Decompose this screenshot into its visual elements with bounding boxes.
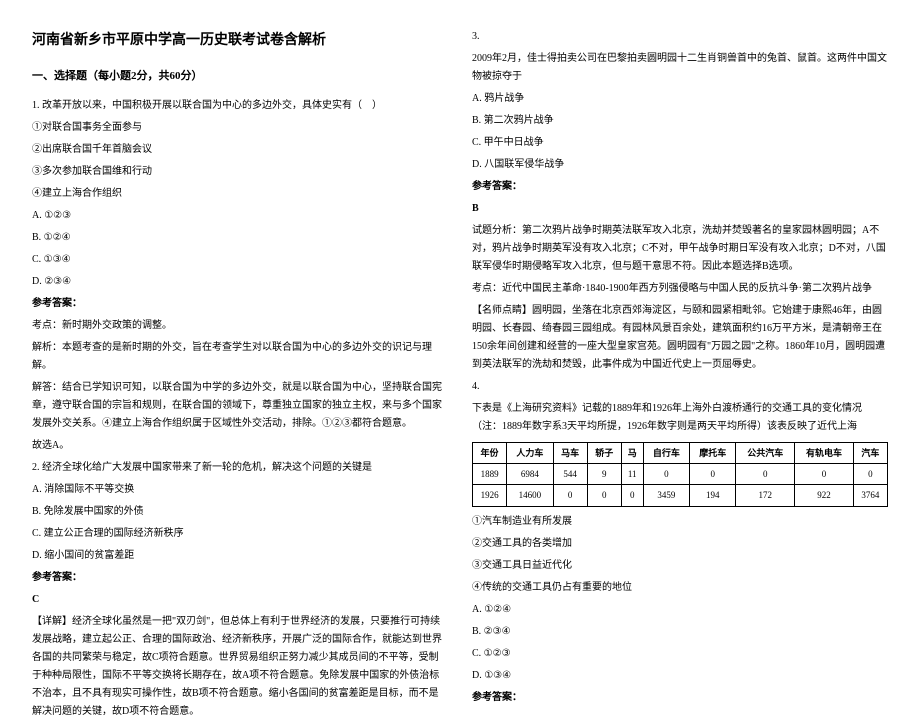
table-cell: 9 [587, 464, 621, 485]
q1-jiexi: 解析：本题考查的是新时期的外交，旨在考查学生对以联合国为中心的多边外交的识记与理… [32, 339, 448, 375]
q3-choice-a: A. 鸦片战争 [472, 90, 888, 108]
table-cell: 0 [853, 464, 887, 485]
q3-kaodian: 考点：近代中国民主革命·1840-1900年西方列强侵略与中国人民的反抗斗争·第… [472, 280, 888, 298]
table-header: 轿子 [587, 443, 621, 464]
table-header: 自行车 [643, 443, 689, 464]
answer-label: 参考答案： [472, 178, 888, 196]
section-heading: 一、选择题（每小题2分，共60分） [32, 67, 448, 87]
table-header: 有轨电车 [795, 443, 854, 464]
table-cell: 0 [690, 464, 736, 485]
table-cell: 0 [553, 485, 587, 506]
q1-choice-c: C. ①③④ [32, 251, 448, 269]
q4-stem: 下表是《上海研究资料》记载的1889年和1926年上海外白渡桥通行的交通工具的变… [472, 400, 888, 436]
q2-choice-b: B. 免除发展中国家的外债 [32, 503, 448, 521]
q2-choice-a: A. 消除国际不平等交换 [32, 481, 448, 499]
doc-title: 河南省新乡市平原中学高一历史联考试卷含解析 [32, 28, 448, 53]
q3-dianjing: 【名师点睛】圆明园，坐落在北京西郊海淀区，与颐和园紧相毗邻。它始建于康熙46年，… [472, 302, 888, 374]
q3-num: 3. [472, 28, 888, 46]
table-cell: 3764 [853, 485, 887, 506]
q3-choice-d: D. 八国联军侵华战争 [472, 156, 888, 174]
table-cell: 194 [690, 485, 736, 506]
table-cell: 0 [621, 485, 643, 506]
q4-choice-b: B. ②③④ [472, 623, 888, 641]
table-row: 1889698454491100000 [473, 464, 888, 485]
q2-choice-d: D. 缩小国间的贫富差距 [32, 547, 448, 565]
q1-choice-b: B. ①②④ [32, 229, 448, 247]
q4-opt2: ②交通工具的各类增加 [472, 535, 888, 553]
q4-table: 年份人力车马车轿子马自行车摩托车公共汽车有轨电车汽车 1889698454491… [472, 442, 888, 507]
table-header: 摩托车 [690, 443, 736, 464]
table-cell: 14600 [507, 485, 553, 506]
q1-opt2: ②出席联合国千年首脑会议 [32, 141, 448, 159]
table-cell: 0 [736, 464, 795, 485]
table-cell: 3459 [643, 485, 689, 506]
table-cell: 6984 [507, 464, 553, 485]
table-cell: 544 [553, 464, 587, 485]
q3-choice-b: B. 第二次鸦片战争 [472, 112, 888, 130]
q1-guxuan: 故选A。 [32, 437, 448, 455]
q1-stem: 1. 改革开放以来，中国积极开展以联合国为中心的多边外交，具体史实有（ ） [32, 97, 448, 115]
q4-num: 4. [472, 378, 888, 396]
answer-label: 参考答案： [472, 689, 888, 707]
q3-stem: 2009年2月，佳士得拍卖公司在巴黎拍卖圆明园十二生肖铜兽首中的兔首、鼠首。这两… [472, 50, 888, 86]
table-cell: 0 [587, 485, 621, 506]
q4-opt1: ①汽车制造业有所发展 [472, 513, 888, 531]
table-header: 人力车 [507, 443, 553, 464]
q4-opt3: ③交通工具日益近代化 [472, 557, 888, 575]
q4-choice-a: A. ①②④ [472, 601, 888, 619]
q2-jiexi: 【详解】经济全球化虽然是一把"双刃剑"，但总体上有利于世界经济的发展，只要推行可… [32, 613, 448, 721]
q3-answer: B [472, 200, 888, 218]
q4-choice-c: C. ①②③ [472, 645, 888, 663]
q1-opt1: ①对联合国事务全面参与 [32, 119, 448, 137]
q1-opt3: ③多次参加联合国维和行动 [32, 163, 448, 181]
q2-stem: 2. 经济全球化给广大发展中国家带来了新一轮的危机，解决这个问题的关键是 [32, 459, 448, 477]
table-header: 马车 [553, 443, 587, 464]
q2-answer: C [32, 591, 448, 609]
answer-label: 参考答案： [32, 569, 448, 587]
table-cell: 922 [795, 485, 854, 506]
q4-opt4: ④传统的交通工具仍占有重要的地位 [472, 579, 888, 597]
q2-choice-c: C. 建立公正合理的国际经济新秩序 [32, 525, 448, 543]
q1-kaodian: 考点：新时期外交政策的调整。 [32, 317, 448, 335]
table-cell: 1926 [473, 485, 507, 506]
table-header: 公共汽车 [736, 443, 795, 464]
table-cell: 0 [795, 464, 854, 485]
q1-choice-a: A. ①②③ [32, 207, 448, 225]
q4-choice-d: D. ①③④ [472, 667, 888, 685]
answer-label: 参考答案： [32, 295, 448, 313]
table-cell: 0 [643, 464, 689, 485]
table-header: 马 [621, 443, 643, 464]
table-row: 19261460000034591941729223764 [473, 485, 888, 506]
q3-choice-c: C. 甲午中日战争 [472, 134, 888, 152]
q1-opt4: ④建立上海合作组织 [32, 185, 448, 203]
q1-jieda: 解答：结合已学知识可知，以联合国为中学的多边外交，就是以联合国为中心，坚持联合国… [32, 379, 448, 433]
table-cell: 11 [621, 464, 643, 485]
table-header: 年份 [473, 443, 507, 464]
table-cell: 1889 [473, 464, 507, 485]
q1-choice-d: D. ②③④ [32, 273, 448, 291]
table-header: 汽车 [853, 443, 887, 464]
q3-fenxi: 试题分析：第二次鸦片战争时期英法联军攻入北京，洗劫并焚毁著名的皇家园林圆明园；A… [472, 222, 888, 276]
table-cell: 172 [736, 485, 795, 506]
